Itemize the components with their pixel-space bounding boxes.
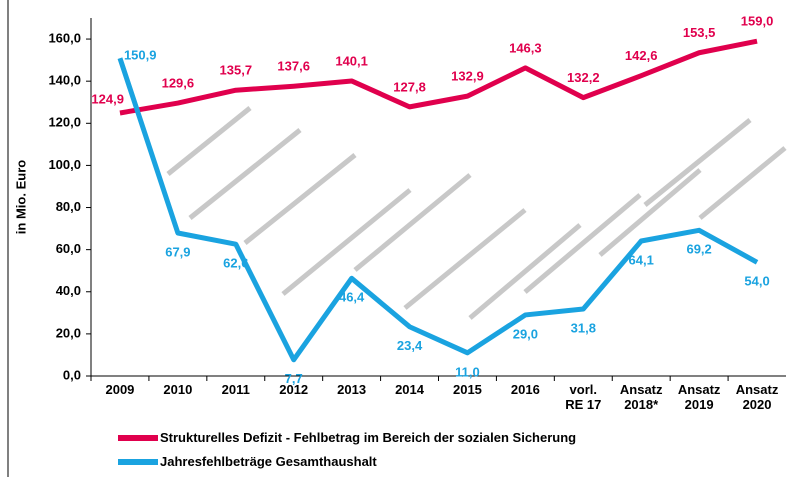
x-tick-label: 2016	[510, 382, 540, 397]
x-tick-label: 2009	[105, 382, 135, 397]
data-label: 46,4	[339, 290, 365, 305]
data-label: 127,8	[393, 79, 426, 94]
data-label: 31,8	[571, 320, 596, 335]
data-label: 62,6	[223, 256, 248, 271]
data-label: 64,1	[629, 252, 654, 267]
data-label: 140,1	[335, 53, 368, 68]
x-tick-label: 2014	[395, 382, 424, 397]
x-tick-label: 2012	[279, 382, 309, 397]
y-tick-label: 80,0	[56, 199, 81, 214]
data-label: 11,0	[455, 364, 480, 379]
legend-label: Jahresfehlbeträge Gesamthaushalt	[160, 454, 377, 469]
y-tick-label: 20,0	[56, 325, 81, 340]
y-tick-label: 120,0	[48, 115, 81, 130]
y-tick-label: 100,0	[48, 157, 81, 172]
series-line	[117, 57, 759, 363]
data-label: 7,7	[285, 371, 303, 386]
x-tick-label: 2011	[221, 382, 250, 397]
data-label: 142,6	[625, 48, 658, 63]
data-label: 153,5	[683, 25, 716, 40]
series-line	[119, 38, 758, 116]
y-tick-label: 140,0	[48, 73, 81, 88]
y-tick-label: 60,0	[56, 241, 81, 256]
x-tick-label: Ansatz 2018*	[619, 382, 663, 412]
x-tick-label: Ansatz 2019	[677, 382, 721, 412]
legend-label: Strukturelles Defizit - Fehlbetrag im Be…	[160, 430, 577, 445]
data-label: 29,0	[513, 326, 538, 341]
y-axis-label: in Mio. Euro	[13, 160, 28, 234]
data-label: 159,0	[741, 14, 774, 29]
x-tick-label: 2010	[163, 382, 193, 397]
x-tick-label: vorl. RE 17	[565, 382, 602, 412]
data-label: 146,3	[509, 40, 542, 55]
y-tick-label: 160,0	[48, 30, 81, 45]
data-label: 132,9	[451, 69, 484, 84]
y-tick-label: 0,0	[63, 367, 81, 382]
data-label: 54,0	[744, 274, 769, 289]
y-tick-label: 40,0	[56, 283, 81, 298]
hatching	[166, 106, 787, 320]
data-label: 23,4	[397, 338, 423, 353]
data-label: 67,9	[165, 244, 190, 259]
data-label: 150,9	[124, 48, 157, 63]
data-label: 137,6	[277, 59, 310, 74]
data-label: 124,9	[91, 91, 124, 106]
x-tick-label: 2015	[452, 382, 482, 397]
data-label: 132,2	[567, 70, 600, 85]
data-label: 135,7	[220, 63, 253, 78]
x-tick-label: 2013	[337, 382, 367, 397]
data-label: 129,6	[162, 76, 195, 91]
x-tick-label: Ansatz 2020	[735, 382, 779, 412]
data-label: 69,2	[686, 242, 711, 257]
